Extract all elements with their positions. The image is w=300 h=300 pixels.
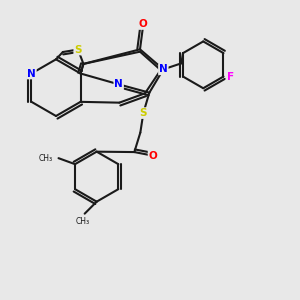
Text: N: N bbox=[159, 64, 168, 74]
Text: N: N bbox=[27, 68, 36, 79]
Text: S: S bbox=[74, 44, 82, 55]
Text: N: N bbox=[114, 79, 123, 89]
Text: S: S bbox=[140, 108, 147, 118]
Text: CH₃: CH₃ bbox=[38, 154, 52, 163]
Text: O: O bbox=[148, 151, 157, 161]
Text: F: F bbox=[226, 71, 234, 82]
Text: O: O bbox=[139, 19, 148, 29]
Text: CH₃: CH₃ bbox=[76, 217, 90, 226]
